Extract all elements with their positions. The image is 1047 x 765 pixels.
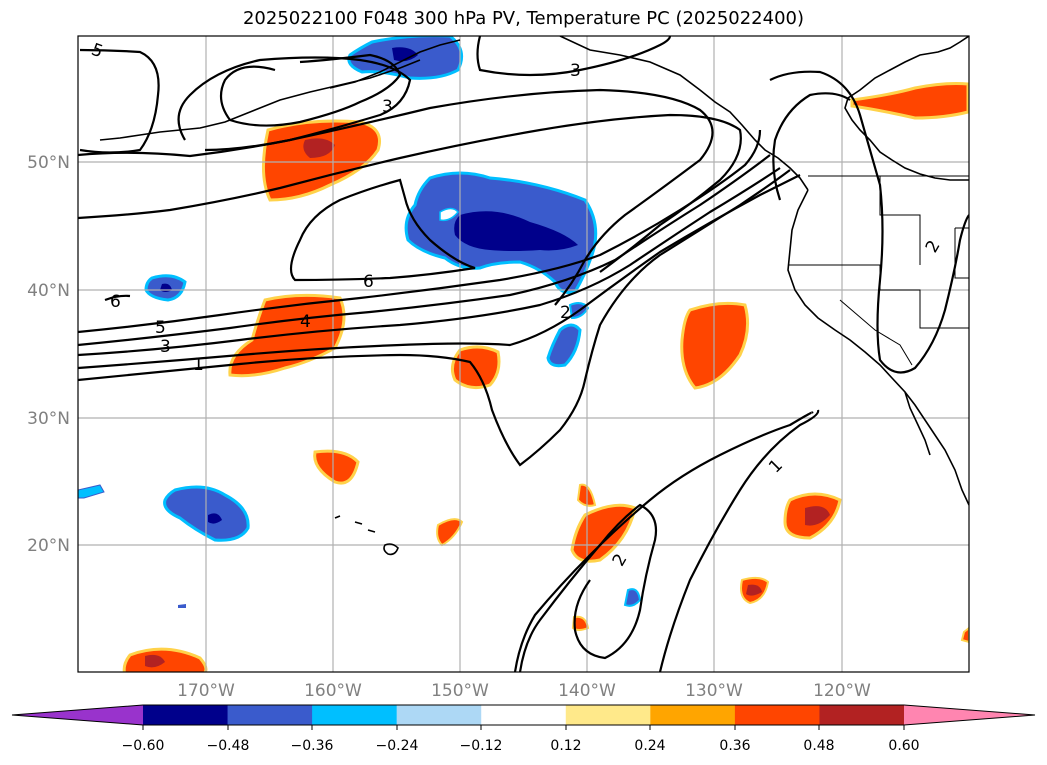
- warm-core: [145, 654, 165, 668]
- lon-label: 120°W: [813, 681, 871, 701]
- colorbar-segment: [734, 705, 820, 725]
- map-area: [78, 36, 969, 672]
- contour-label: 1: [193, 355, 204, 375]
- contour-line: [78, 154, 771, 347]
- colorbar-segment: [396, 705, 482, 725]
- colorbar-segment: [481, 705, 567, 725]
- latitude-labels: 50°N 40°N 30°N 20°N: [27, 153, 70, 556]
- colorbar-segment: [819, 705, 905, 725]
- lat-label: 50°N: [27, 153, 70, 173]
- lat-label: 30°N: [27, 409, 70, 429]
- contour-line: [513, 411, 814, 672]
- colorbar-tick-label: −0.48: [207, 738, 250, 754]
- colorbar-segment: [650, 705, 736, 725]
- graticule: [78, 36, 969, 672]
- warm-core: [805, 506, 830, 526]
- colorbar-tick-label: −0.36: [291, 738, 334, 754]
- colorbar-tick-label: 0.12: [550, 738, 581, 754]
- contour-line: [104, 294, 131, 302]
- warm-core: [746, 584, 762, 596]
- contour-label: 5: [155, 318, 166, 338]
- colorbar-tick-label: 0.36: [719, 738, 750, 754]
- colorbar-tick-label: 0.48: [803, 738, 834, 754]
- longitude-labels: 170°W 160°W 150°W 140°W 130°W 120°W: [177, 681, 871, 701]
- contour-line: [289, 178, 476, 282]
- cool-hole: [439, 207, 459, 222]
- contour-label: 4: [300, 312, 311, 332]
- colorbar-tick-label: 0.24: [634, 738, 665, 754]
- warm-region: [960, 626, 969, 644]
- contour-line: [769, 70, 969, 374]
- contour-line: [78, 167, 781, 357]
- hawaii-island: [383, 543, 399, 556]
- colorbar-segment: [143, 705, 229, 725]
- warm-region: [436, 518, 464, 547]
- contour-line: [78, 129, 762, 334]
- cool-core: [208, 513, 222, 524]
- colorbar-segment: [565, 705, 651, 725]
- colorbar-extend-low: [12, 705, 143, 725]
- alaska-peninsula: [329, 39, 461, 89]
- us-west-coast: [787, 189, 969, 506]
- warm-core: [303, 138, 335, 158]
- political-borders: [788, 175, 969, 366]
- lon-label: 150°W: [431, 681, 489, 701]
- north-america-coast: [844, 36, 969, 181]
- contour-line: [78, 113, 742, 273]
- pv-contours: [78, 36, 969, 672]
- contour-line: [476, 36, 672, 77]
- colorbar-extend-high: [904, 705, 1035, 725]
- contour-line: [658, 409, 820, 672]
- contour-label: 6: [363, 272, 374, 292]
- contour-label: 3: [382, 97, 393, 117]
- hawaii-islands-small: [334, 515, 376, 533]
- contour-label: 2: [560, 303, 571, 323]
- colorbar-tick-label: −0.24: [376, 738, 419, 754]
- contour-label: 3: [160, 337, 171, 357]
- colorbar-segment: [227, 705, 313, 725]
- map-title: 2025022100 F048 300 hPa PV, Temperature …: [242, 8, 805, 29]
- colorbar-segment: [312, 705, 398, 725]
- lon-label: 160°W: [304, 681, 362, 701]
- contour-line: [772, 92, 851, 201]
- warm-region: [680, 301, 750, 390]
- baja-california-coast: [904, 391, 931, 456]
- warm-region: [850, 82, 969, 120]
- map-frame: [77, 35, 970, 673]
- cool-region: [623, 588, 642, 607]
- contour-line: [219, 53, 402, 127]
- colorbar: −0.60 −0.48 −0.36 −0.24 −0.12 0.12 0.24 0.36 0.4…: [11, 704, 1036, 754]
- cool-region: [546, 323, 582, 368]
- warm-region: [450, 345, 501, 390]
- contour-label: 3: [570, 61, 581, 81]
- colorbar-tick-label: −0.60: [122, 738, 165, 754]
- lon-label: 140°W: [558, 681, 616, 701]
- warm-region: [570, 503, 637, 563]
- cool-core: [454, 211, 578, 251]
- aleutian-arc: [99, 59, 421, 141]
- cool-core: [392, 47, 418, 62]
- warm-region: [313, 449, 360, 485]
- contour-line: [78, 169, 791, 467]
- lat-label: 20°N: [27, 536, 70, 556]
- colorbar-tick-label: −0.12: [460, 738, 503, 754]
- cool-region: [178, 604, 186, 608]
- contour-line: [518, 503, 658, 672]
- contour-label: 6: [110, 292, 121, 312]
- colorbar-tick-label: 0.60: [888, 738, 919, 754]
- contour-line: [78, 88, 714, 306]
- lon-label: 130°W: [685, 681, 743, 701]
- lat-label: 40°N: [27, 281, 70, 301]
- lon-label: 170°W: [177, 681, 235, 701]
- cool-region: [78, 484, 105, 499]
